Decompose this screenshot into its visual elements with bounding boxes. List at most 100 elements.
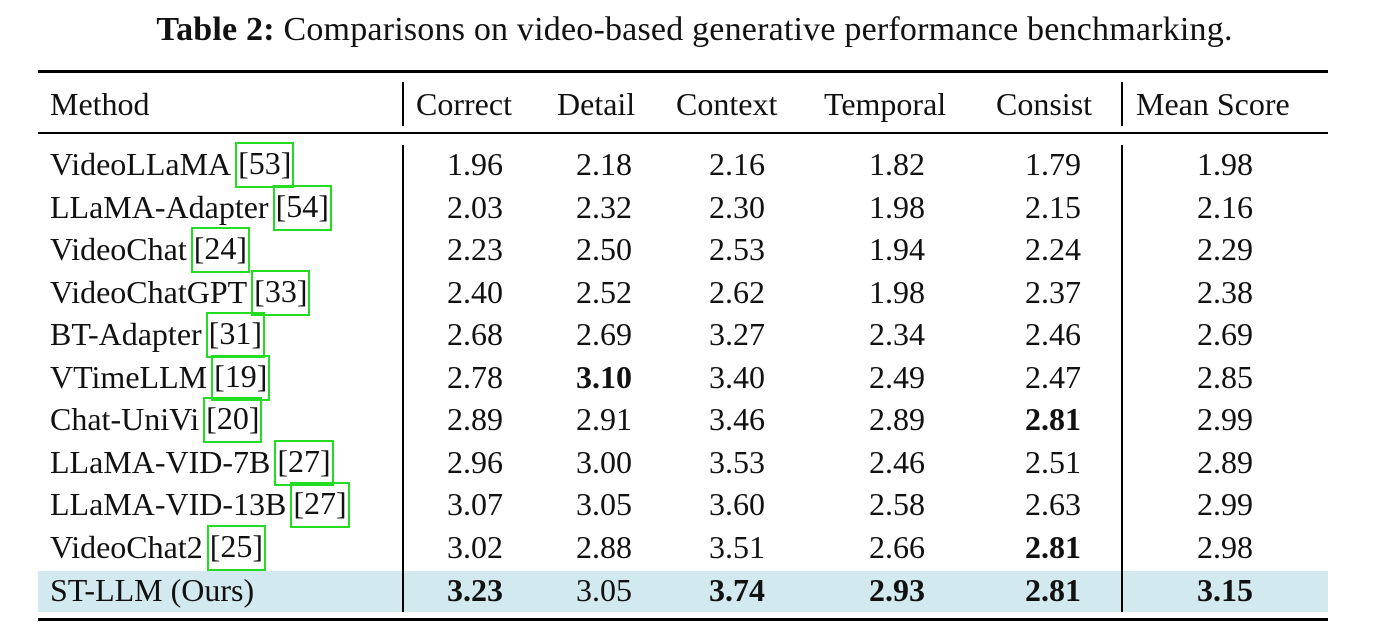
- method-name: ST-LLM (Ours): [50, 572, 255, 608]
- temporal-value: 2.93: [869, 572, 925, 608]
- consist-value: 2.47: [1025, 359, 1081, 395]
- header-separator-left: [402, 82, 404, 126]
- consist-value: 2.37: [1025, 274, 1081, 310]
- context-value: 2.30: [709, 189, 765, 225]
- temporal-value: 2.58: [869, 486, 925, 522]
- method-name: VideoChatGPT: [50, 274, 248, 310]
- method-cell: VideoChatGPT [33]: [50, 269, 311, 316]
- correct-value: 3.23: [447, 572, 503, 608]
- temporal-value: 1.94: [869, 231, 925, 267]
- detail-value: 3.00: [576, 444, 632, 480]
- method-cell: BT-Adapter [31]: [50, 311, 265, 358]
- body-separator-left: [402, 145, 404, 612]
- method-cell: VideoChat [24]: [50, 226, 251, 273]
- consist-value: 2.81: [1025, 572, 1081, 608]
- mean-score-value: 2.99: [1197, 401, 1253, 437]
- method-name: BT-Adapter: [50, 316, 202, 352]
- correct-value: 2.89: [447, 401, 503, 437]
- method-cell: LLaMA-VID-13B [27]: [50, 481, 350, 528]
- detail-value: 2.18: [576, 146, 632, 182]
- context-value: 2.53: [709, 231, 765, 267]
- table-caption: Table 2: Comparisons on video-based gene…: [0, 8, 1389, 52]
- temporal-value: 2.66: [869, 529, 925, 565]
- method-cell: LLaMA-Adapter [54]: [50, 184, 332, 231]
- header-separator-right: [1121, 82, 1123, 126]
- context-value: 3.53: [709, 444, 765, 480]
- mean-score-value: 2.89: [1197, 444, 1253, 480]
- caption-label: Table 2:: [156, 11, 275, 48]
- method-name: Chat-UniVi: [50, 401, 200, 437]
- correct-value: 3.07: [447, 486, 503, 522]
- correct-value: 3.02: [447, 529, 503, 565]
- header-rule: [38, 132, 1328, 134]
- consist-value: 1.79: [1025, 146, 1081, 182]
- temporal-value: 2.34: [869, 316, 925, 352]
- correct-value: 2.40: [447, 274, 503, 310]
- bottom-rule: [38, 618, 1328, 621]
- method-cell: VideoChat2 [25]: [50, 524, 267, 571]
- detail-value: 3.05: [576, 572, 632, 608]
- body-separator-right: [1121, 145, 1123, 612]
- detail-value: 2.88: [576, 529, 632, 565]
- mean-score-value: 2.29: [1197, 231, 1253, 267]
- header-detail: Detail: [557, 86, 636, 122]
- detail-value: 2.32: [576, 189, 632, 225]
- top-rule: [38, 70, 1328, 73]
- citation-link[interactable]: [24]: [190, 226, 251, 273]
- correct-value: 2.96: [447, 444, 503, 480]
- correct-value: 2.03: [447, 189, 503, 225]
- method-name: VideoChat2: [50, 529, 203, 565]
- method-cell: VideoLLaMA [53]: [50, 141, 295, 188]
- caption-text: Comparisons on video-based generative pe…: [274, 11, 1233, 48]
- mean-score-value: 3.15: [1197, 572, 1253, 608]
- detail-value: 2.52: [576, 274, 632, 310]
- header-temporal: Temporal: [824, 86, 947, 122]
- method-cell: VTimeLLM [19]: [50, 354, 271, 401]
- consist-value: 2.15: [1025, 189, 1081, 225]
- correct-value: 1.96: [447, 146, 503, 182]
- citation-link[interactable]: [25]: [206, 524, 267, 571]
- context-value: 3.46: [709, 401, 765, 437]
- temporal-value: 2.49: [869, 359, 925, 395]
- mean-score-value: 1.98: [1197, 146, 1253, 182]
- context-value: 2.62: [709, 274, 765, 310]
- citation-link[interactable]: [27]: [290, 481, 350, 528]
- method-name: VTimeLLM: [50, 359, 208, 395]
- temporal-value: 1.98: [869, 274, 925, 310]
- detail-value: 3.05: [576, 486, 632, 522]
- correct-value: 2.68: [447, 316, 503, 352]
- header-consist: Consist: [996, 86, 1093, 122]
- consist-value: 2.46: [1025, 316, 1081, 352]
- consist-value: 2.51: [1025, 444, 1081, 480]
- method-cell: LLaMA-VID-7B [27]: [50, 439, 334, 486]
- citation-link[interactable]: [53]: [235, 141, 295, 188]
- method-name: LLaMA-Adapter: [50, 189, 269, 225]
- consist-value: 2.24: [1025, 231, 1081, 267]
- context-value: 3.40: [709, 359, 765, 395]
- context-value: 2.16: [709, 146, 765, 182]
- context-value: 3.60: [709, 486, 765, 522]
- citation-link[interactable]: [20]: [203, 396, 263, 443]
- context-value: 3.74: [709, 572, 765, 608]
- citation-link[interactable]: [31]: [205, 311, 265, 358]
- correct-value: 2.78: [447, 359, 503, 395]
- citation-link[interactable]: [19]: [211, 354, 271, 401]
- consist-value: 2.63: [1025, 486, 1081, 522]
- temporal-value: 2.89: [869, 401, 925, 437]
- temporal-value: 1.98: [869, 189, 925, 225]
- mean-score-value: 2.99: [1197, 486, 1253, 522]
- detail-value: 2.91: [576, 401, 632, 437]
- method-name: LLaMA-VID-13B: [50, 486, 287, 522]
- citation-link[interactable]: [33]: [251, 269, 311, 316]
- context-value: 3.27: [709, 316, 765, 352]
- temporal-value: 2.46: [869, 444, 925, 480]
- temporal-value: 1.82: [869, 146, 925, 182]
- citation-link[interactable]: [54]: [272, 184, 332, 231]
- detail-value: 3.10: [576, 359, 632, 395]
- detail-value: 2.50: [576, 231, 632, 267]
- method-cell: Chat-UniVi [20]: [50, 396, 263, 443]
- header-mean-score: Mean Score: [1136, 86, 1290, 122]
- highlight-row-background: [38, 571, 1328, 612]
- citation-link[interactable]: [27]: [274, 439, 334, 486]
- detail-value: 2.69: [576, 316, 632, 352]
